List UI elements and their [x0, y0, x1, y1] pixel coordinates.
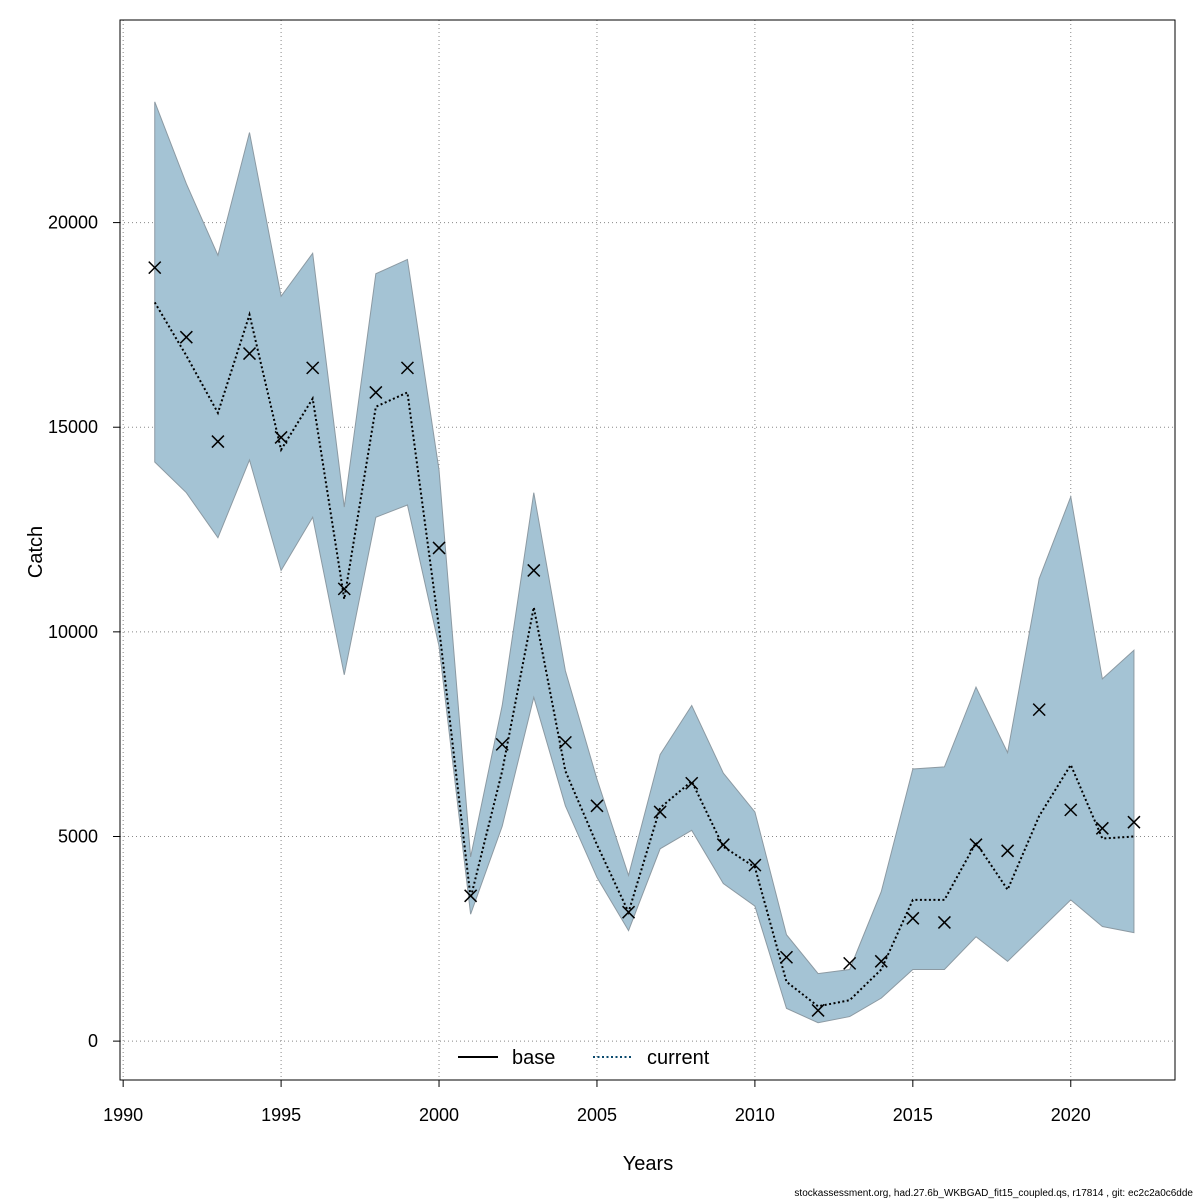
data-point	[274, 430, 288, 444]
y-tick-label: 15000	[48, 417, 98, 437]
footer-text: stockassessment.org, had.27.6b_WKBGAD_fi…	[794, 1188, 1193, 1199]
data-point	[400, 361, 414, 375]
data-point	[779, 950, 794, 964]
data-point	[211, 435, 225, 449]
data-point	[432, 541, 446, 555]
data-point	[558, 735, 572, 749]
data-point	[148, 261, 162, 275]
data-point	[937, 915, 951, 929]
data-point	[969, 838, 983, 852]
x-axis: 1990 1995 2000 2005 2010 2015 2020	[103, 1079, 1091, 1125]
legend: base current	[458, 1047, 710, 1069]
data-point	[242, 347, 257, 361]
data-point	[590, 799, 604, 813]
data-point	[1095, 821, 1109, 835]
x-tick-label: 1990	[103, 1105, 143, 1125]
grid	[120, 20, 1175, 1080]
y-axis-title: Catch	[25, 526, 47, 578]
data-point	[748, 858, 762, 872]
x-tick-label: 2015	[893, 1105, 933, 1125]
data-point	[337, 582, 351, 596]
x-tick-label: 2010	[735, 1105, 775, 1125]
data-point	[874, 954, 888, 968]
data-point	[1001, 844, 1015, 858]
data-point	[811, 1003, 825, 1017]
y-tick-label: 5000	[58, 826, 98, 846]
data-point	[495, 737, 509, 751]
y-tick-label: 0	[88, 1031, 98, 1051]
data-point	[653, 805, 667, 819]
x-tick-label: 2005	[577, 1105, 617, 1125]
data-point	[306, 361, 320, 375]
x-axis-title: Years	[623, 1153, 673, 1175]
data-point	[1032, 703, 1046, 717]
series-line-current	[153, 301, 1135, 1008]
data-point	[685, 776, 699, 790]
data-point	[622, 905, 636, 919]
data-point	[906, 911, 920, 925]
y-tick-label: 20000	[48, 213, 98, 233]
confidence-band	[154, 101, 1135, 1024]
y-tick-label: 10000	[48, 622, 98, 642]
data-point	[369, 385, 383, 399]
x-tick-label: 2020	[1051, 1105, 1091, 1125]
data-point	[1064, 803, 1078, 817]
x-tick-label: 1995	[261, 1105, 301, 1125]
data-point	[179, 330, 193, 344]
data-point	[464, 889, 478, 903]
data-point	[527, 563, 541, 577]
data-point	[843, 956, 857, 970]
data-point	[1127, 815, 1141, 829]
observed-points	[148, 261, 1141, 1017]
legend-label-current: current	[647, 1047, 710, 1069]
data-point	[716, 838, 730, 852]
x-tick-label: 2000	[419, 1105, 459, 1125]
y-axis: 0 5000 10000 15000 20000	[48, 213, 121, 1051]
legend-label-base: base	[512, 1047, 555, 1069]
